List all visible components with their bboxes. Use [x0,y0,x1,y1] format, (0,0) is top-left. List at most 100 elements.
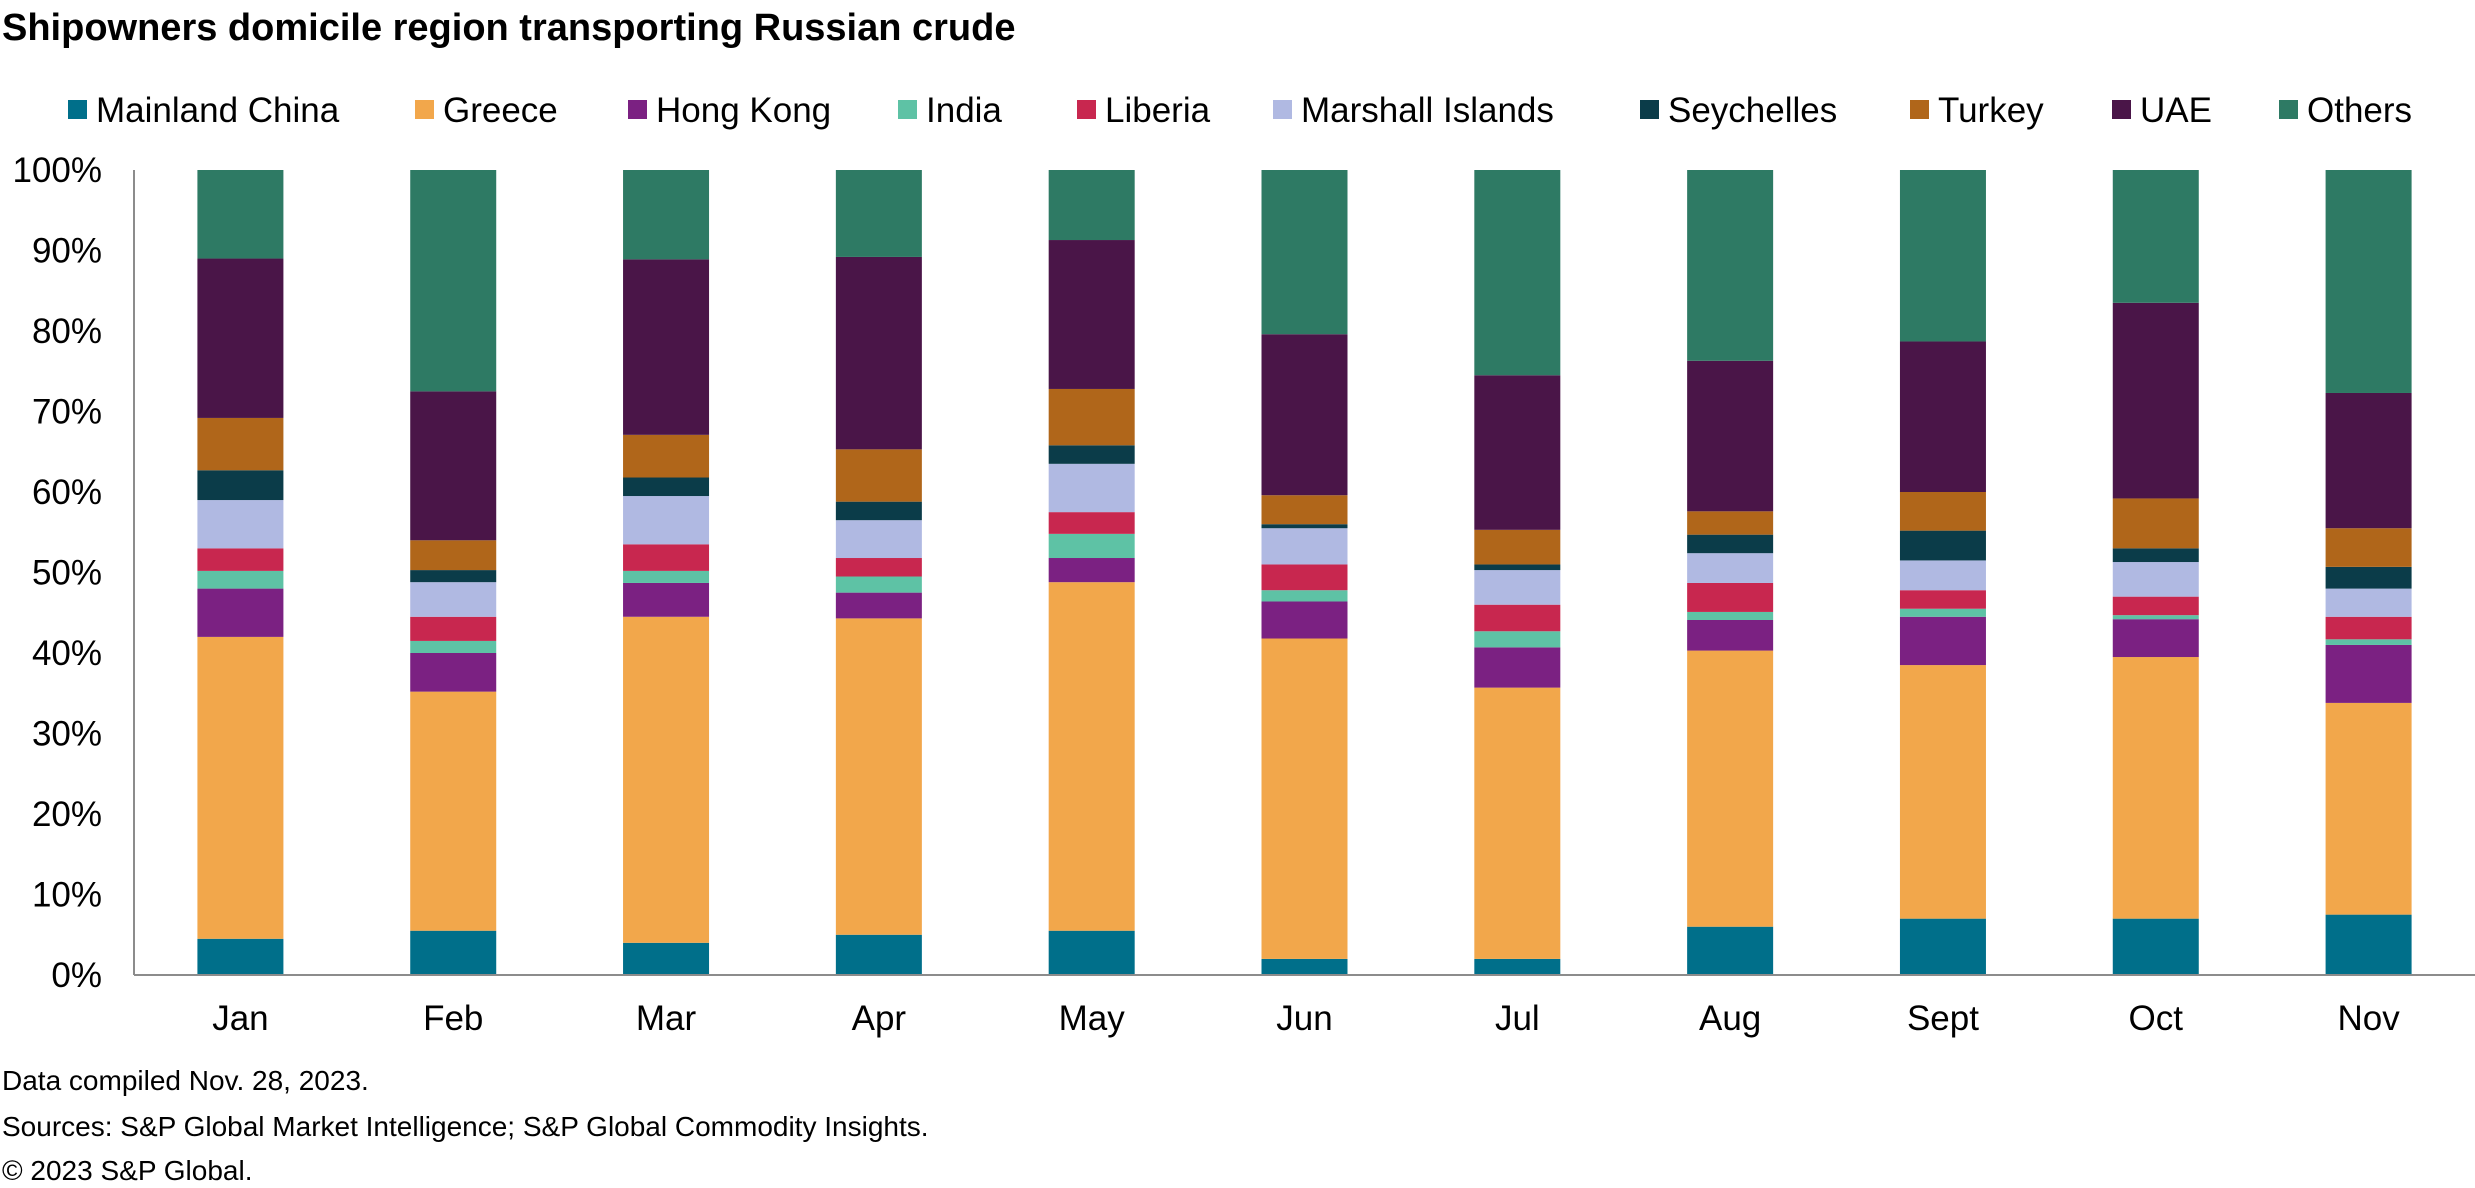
bar-segment-oct-hong-kong [2112,619,2199,658]
bar-segment-feb-liberia [410,616,497,641]
bar-segment-jan-india [197,570,284,589]
bar-segment-jul-marshall-islands [1474,570,1561,605]
legend-label-hong-kong: Hong Kong [656,91,831,130]
x-tick-label-feb: Feb [423,999,483,1038]
bar-segment-apr-greece [835,618,922,935]
y-tick-label-50: 50% [32,554,102,593]
bar-segment-feb-others [410,170,497,392]
bar-stack-jan [197,170,284,975]
bar-segment-oct-mainland-china [2112,918,2199,975]
bar-stack-aug [1687,170,1774,975]
bar-segment-nov-greece [2325,702,2412,915]
bar-segment-aug-marshall-islands [1687,553,1774,583]
bar-segment-jan-uae [197,258,284,418]
bar-segment-aug-hong-kong [1687,619,1774,651]
bar-segment-oct-others [2112,170,2199,303]
legend-label-uae: UAE [2140,91,2212,130]
bar-segment-apr-mainland-china [835,934,922,975]
x-tick-label-jun: Jun [1276,999,1332,1038]
bar-segment-jun-india [1261,590,1348,602]
legend-item-uae: UAE [2112,91,2212,130]
bar-segment-jul-seychelles [1474,564,1561,571]
bar-segment-oct-greece [2112,657,2199,919]
axes [133,170,2475,976]
legend-item-seychelles: Seychelles [1640,91,1837,130]
footer-sources: Sources: S&P Global Market Intelligence;… [2,1111,929,1142]
y-tick-label-70: 70% [32,393,102,432]
x-tick-label-may: May [1059,999,1126,1038]
bar-segment-jun-marshall-islands [1261,528,1348,565]
bar-stack-may [1048,170,1135,975]
legend-item-others: Others [2279,91,2412,130]
bar-segment-feb-seychelles [410,570,497,583]
bar-segment-apr-india [835,576,922,593]
bar-segment-may-turkey [1048,388,1135,446]
bar-segment-aug-others [1687,170,1774,361]
bar-segment-jul-turkey [1474,529,1561,565]
bar-segment-jul-liberia [1474,604,1561,632]
bar-stack-feb [410,170,497,975]
x-tick-label-sept: Sept [1907,999,1979,1038]
bar-segment-feb-greece [410,691,497,931]
bar-segment-may-uae [1048,240,1135,389]
bar-segment-nov-hong-kong [2325,644,2412,703]
bar-segment-aug-seychelles [1687,534,1774,554]
bar-segment-may-others [1048,170,1135,241]
bar-segment-apr-turkey [835,449,922,502]
legend-swatch-hong-kong [628,100,647,119]
bar-segment-jun-uae [1261,334,1348,496]
bar-segment-mar-mainland-china [623,942,710,975]
x-tick-label-apr: Apr [852,999,907,1038]
bar-segment-feb-marshall-islands [410,582,497,617]
bar-segment-sept-others [1899,170,1986,342]
bar-segment-feb-uae [410,391,497,541]
bar-segment-sept-hong-kong [1899,616,1986,666]
bar-segment-feb-mainland-china [410,930,497,975]
bar-segment-jan-greece [197,636,284,939]
bar-segment-may-mainland-china [1048,930,1135,975]
bar-segment-sept-uae [1899,341,1986,492]
x-tick-label-jul: Jul [1495,999,1540,1038]
bar-segment-mar-marshall-islands [623,496,710,545]
bar-segment-oct-uae [2112,302,2199,499]
bar-segment-sept-turkey [1899,492,1986,531]
bar-segment-mar-turkey [623,434,710,478]
bar-segment-nov-seychelles [2325,566,2412,589]
legend-item-liberia: Liberia [1077,91,1211,130]
bar-segment-apr-others [835,170,922,257]
y-tick-label-10: 10% [32,876,102,915]
bar-segment-apr-seychelles [835,501,922,521]
bar-segment-aug-turkey [1687,511,1774,535]
bar-segment-may-seychelles [1048,445,1135,464]
bar-segment-aug-india [1687,611,1774,620]
legend-item-india: India [898,91,1002,130]
bar-segment-jan-others [197,170,284,259]
legend-swatch-others [2279,100,2298,119]
bar-segment-jul-others [1474,170,1561,376]
bar-segment-mar-uae [623,259,710,435]
bar-segment-may-liberia [1048,512,1135,534]
legend-swatch-uae [2112,100,2131,119]
legend-swatch-mainland-china [68,100,87,119]
bar-stack-nov [2325,170,2412,975]
legend-item-greece: Greece [415,91,558,130]
bar-segment-mar-india [623,570,710,583]
x-tick-label-mar: Mar [636,999,697,1038]
chart-title: Shipowners domicile region transporting … [2,7,1016,49]
legend-swatch-india [898,100,917,119]
y-tick-label-20: 20% [32,795,102,834]
bar-segment-feb-turkey [410,540,497,571]
bar-segment-jun-hong-kong [1261,601,1348,639]
bar-segment-apr-uae [835,256,922,450]
footer-copyright: © 2023 S&P Global. [2,1155,253,1186]
y-tick-label-40: 40% [32,634,102,673]
y-axis: 0% 10% 20% 30% 40% 50% 60% 70% 80% 90% 100% [12,151,102,995]
x-tick-label-jan: Jan [212,999,268,1038]
legend-swatch-turkey [1910,100,1929,119]
bar-segment-oct-liberia [2112,596,2199,616]
y-tick-label-30: 30% [32,715,102,754]
plot-area [197,170,2412,975]
bar-segment-apr-hong-kong [835,592,922,619]
y-tick-label-100: 100% [12,151,102,190]
legend-label-greece: Greece [443,91,558,130]
